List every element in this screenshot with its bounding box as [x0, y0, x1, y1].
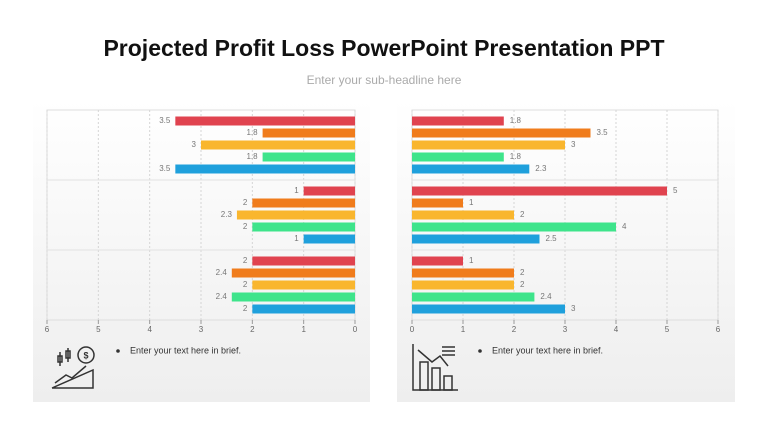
data-label: 2 [520, 210, 525, 219]
x-tick-label: 4 [614, 325, 619, 334]
bar [262, 152, 355, 162]
bar [303, 186, 355, 196]
bullet [116, 349, 120, 353]
x-tick-label: 3 [199, 325, 204, 334]
data-label: 1.8 [246, 152, 258, 161]
data-label: 3.5 [159, 164, 171, 173]
bar [201, 140, 355, 150]
bar [412, 198, 463, 208]
bar [231, 268, 355, 278]
bar [412, 116, 504, 126]
x-tick-label: 1 [461, 325, 466, 334]
x-tick-label: 6 [716, 325, 721, 334]
data-label: 3 [571, 140, 576, 149]
note-text: Enter your text here in brief. [130, 345, 241, 355]
data-label: 2.3 [221, 210, 233, 219]
bar [412, 152, 504, 162]
bar [252, 256, 355, 266]
x-tick-label: 3 [563, 325, 568, 334]
bar [303, 234, 355, 244]
bar [412, 304, 565, 314]
data-label: 2 [520, 280, 525, 289]
bar [252, 198, 355, 208]
bar [252, 280, 355, 290]
bar [412, 140, 565, 150]
data-label: 3.5 [159, 116, 171, 125]
data-label: 1 [294, 186, 299, 195]
data-label: 1.8 [510, 116, 522, 125]
x-tick-label: 2 [512, 325, 517, 334]
bar [236, 210, 355, 220]
data-label: 1 [469, 198, 474, 207]
bar [412, 186, 667, 196]
icon-growth [51, 346, 95, 389]
data-label: 2.4 [216, 268, 228, 277]
bar [252, 304, 355, 314]
data-label: 4 [622, 222, 627, 231]
bar [412, 128, 591, 138]
data-label: 3 [571, 304, 576, 313]
data-label: 2.3 [535, 164, 547, 173]
data-label: 2 [520, 268, 525, 277]
data-label: 1 [294, 234, 299, 243]
x-tick-label: 6 [45, 325, 50, 334]
bar [412, 256, 463, 266]
icon-dollar: $ [83, 350, 88, 360]
data-label: 2.5 [546, 234, 558, 243]
data-label: 1 [469, 256, 474, 265]
data-label: 2 [243, 222, 248, 231]
x-tick-label: 0 [353, 325, 358, 334]
bar [175, 116, 355, 126]
bar [412, 164, 530, 174]
bar [231, 292, 355, 302]
x-tick-label: 2 [250, 325, 255, 334]
bar [262, 128, 355, 138]
icon-decline [412, 344, 458, 391]
bar [412, 280, 514, 290]
bar [175, 164, 355, 174]
x-tick-label: 5 [665, 325, 670, 334]
data-label: 2 [243, 304, 248, 313]
x-tick-label: 4 [147, 325, 152, 334]
data-label: 2.4 [540, 292, 552, 301]
note-text: Enter your text here in brief. [492, 345, 603, 355]
bar [412, 210, 514, 220]
data-label: 1.8 [246, 128, 258, 137]
bar [412, 292, 535, 302]
x-tick-label: 0 [410, 325, 415, 334]
data-label: 2 [243, 198, 248, 207]
slide-title: Projected Profit Loss PowerPoint Present… [103, 35, 664, 61]
x-tick-label: 5 [96, 325, 101, 334]
data-label: 1.8 [510, 152, 522, 161]
data-label: 3.5 [597, 128, 609, 137]
bar [412, 268, 514, 278]
bar [412, 234, 540, 244]
data-label: 5 [673, 186, 678, 195]
data-label: 2 [243, 256, 248, 265]
data-label: 2.4 [216, 292, 228, 301]
bar [412, 222, 616, 232]
data-label: 2 [243, 280, 248, 289]
bar [252, 222, 355, 232]
x-tick-label: 1 [301, 325, 306, 334]
bullet [478, 349, 482, 353]
data-label: 3 [192, 140, 197, 149]
slide-subtitle: Enter your sub-headline here [307, 73, 462, 87]
